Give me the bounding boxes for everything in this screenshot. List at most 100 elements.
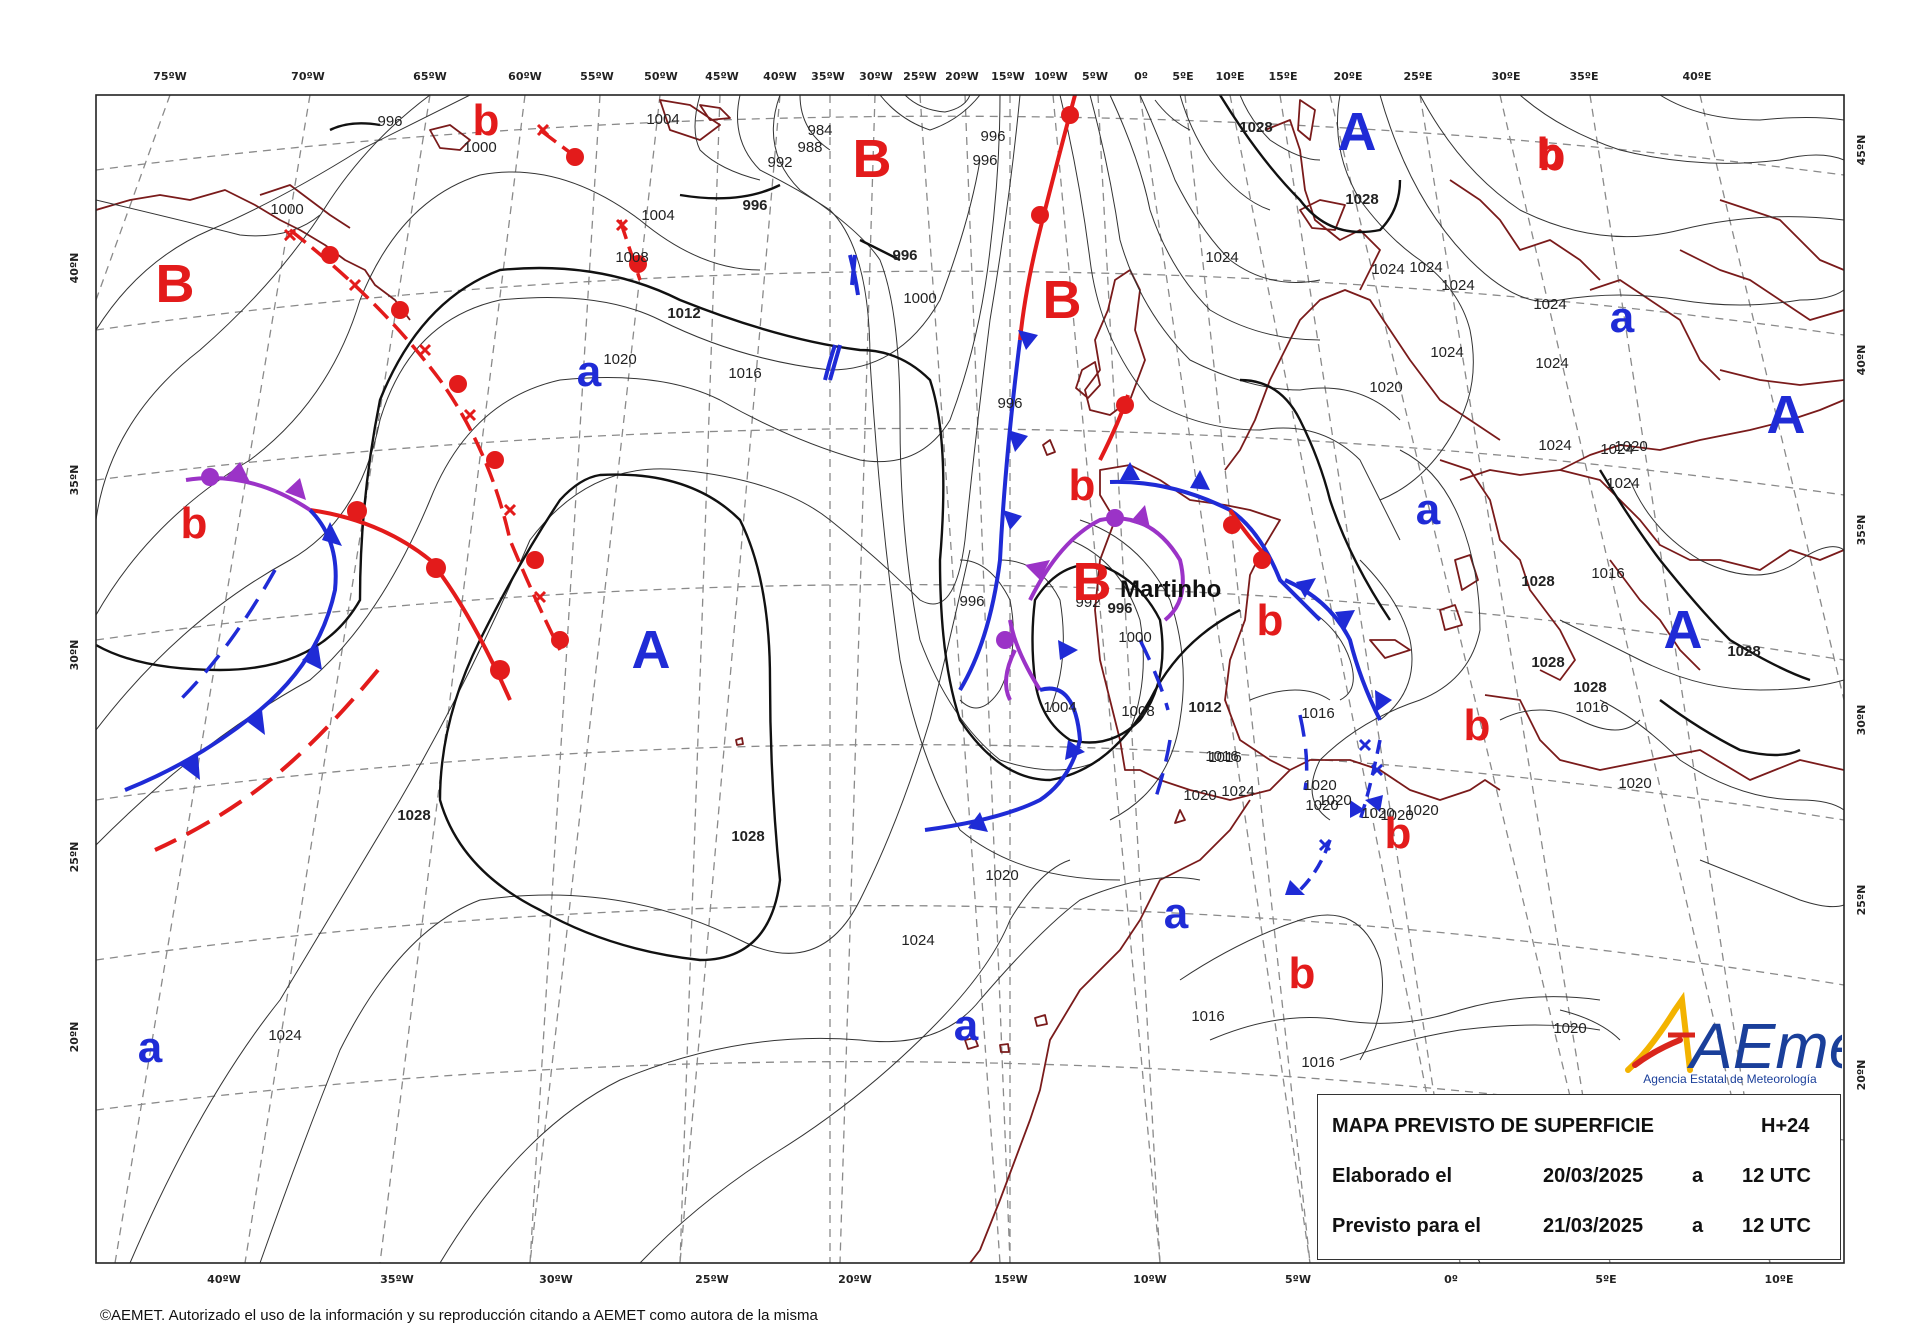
bottom-longitude-tick: 20ºW	[838, 1273, 872, 1286]
low-pressure-center: b	[1385, 809, 1412, 858]
isobar-label: 1024	[1538, 437, 1571, 454]
isobar-label: 996	[377, 113, 402, 130]
isobar-label: 1024	[1606, 475, 1639, 492]
isobar-label: 1016	[1191, 1008, 1224, 1025]
low-pressure-center: b	[1539, 131, 1566, 180]
valid-label: Previsto para el	[1332, 1215, 1481, 1237]
top-longitude-tick: 25ºE	[1403, 70, 1432, 83]
left-latitude-tick: 30ºN	[68, 640, 81, 671]
bold-isobars	[96, 95, 1811, 962]
low-pressure-center: B	[1043, 270, 1082, 330]
bottom-longitude-tick: 5ºE	[1595, 1273, 1616, 1286]
isobar-label: 1004	[646, 111, 679, 128]
isobars	[96, 95, 1844, 1263]
high-pressure-center: a	[1164, 889, 1189, 938]
isobar-label: 1024	[1535, 355, 1568, 372]
isobar-label: 1028	[1573, 679, 1606, 696]
valid-date: 21/03/2025	[1543, 1215, 1644, 1237]
top-longitude-tick: 30ºW	[859, 70, 893, 83]
isobar-label: 1020	[1614, 438, 1647, 455]
right-latitude-tick: 30ºN	[1855, 705, 1868, 736]
isobar-label: 1020	[1553, 1020, 1586, 1037]
isobar-label: 1024	[1430, 344, 1463, 361]
bottom-longitude-ticks: 40ºW 35ºW 30ºW 25ºW 20ºW 15ºW 10ºW 5ºW 0º 5ºE 10ºE	[207, 1273, 1793, 1286]
top-longitude-tick: 50ºW	[644, 70, 678, 83]
isobar-label: 992	[1075, 594, 1100, 611]
isobar-label: 1024	[268, 1027, 301, 1044]
top-longitude-tick: 15ºE	[1268, 70, 1297, 83]
copyright-notice: ©AEMET. Autorizado el uso de la informac…	[100, 1307, 818, 1324]
low-pressure-center: b	[1537, 129, 1564, 178]
low-pressure-center: B	[156, 254, 195, 314]
isobar-label: 1020	[1380, 807, 1413, 824]
bottom-longitude-tick: 0º	[1444, 1273, 1458, 1286]
isobar-label: 988	[797, 139, 822, 156]
top-longitude-tick: 60ºW	[508, 70, 542, 83]
made-label: Elaborado el	[1332, 1165, 1453, 1187]
logo-word: AEmet	[1686, 1010, 1842, 1082]
isobar-label: 1028	[1521, 573, 1554, 590]
isobar-label: 1024	[1600, 441, 1633, 458]
isobar-label: 1020	[1305, 797, 1338, 814]
high-pressure-center: a	[954, 1001, 979, 1050]
high-pressure-center: a	[138, 1023, 163, 1072]
isobar-label: 1012	[667, 305, 700, 322]
isobar-label: 996	[972, 152, 997, 169]
isobar-label: 1028	[1727, 643, 1760, 660]
graticule	[96, 95, 1844, 1263]
high-pressure-center: a	[1416, 485, 1441, 534]
isobar-label: 1020	[1405, 802, 1438, 819]
logo-subtitle: Agencia Estatal de Meteorología	[1643, 1072, 1817, 1086]
top-longitude-tick: 10ºE	[1215, 70, 1244, 83]
low-pressure-center: B	[1073, 552, 1112, 612]
bottom-longitude-tick: 30ºW	[539, 1273, 573, 1286]
isobar-label: 1020	[1361, 805, 1394, 822]
low-pressure-center: b	[1069, 461, 1096, 510]
top-longitude-ticks: 75ºW 70ºW 65ºW 60ºW 55ºW 50ºW 45ºW 40ºW 35ºW 30ºW…	[153, 70, 1711, 83]
isobar-label: 1024	[901, 932, 934, 949]
top-longitude-tick: 15ºW	[991, 70, 1025, 83]
lead-time: H+24	[1761, 1115, 1810, 1137]
low-pressure-center: b	[1257, 596, 1284, 645]
storm-name-label: Martinho	[1120, 576, 1221, 603]
right-latitude-tick: 45ºN	[1855, 135, 1868, 166]
top-longitude-tick: 70ºW	[291, 70, 325, 83]
right-latitude-tick: 20ºN	[1855, 1060, 1868, 1091]
high-pressure-center: A	[1664, 600, 1703, 660]
top-longitude-tick: 40ºW	[763, 70, 797, 83]
isobar-label: 996	[980, 128, 1005, 145]
made-at: a	[1692, 1165, 1704, 1187]
right-latitude-tick: 40ºN	[1855, 345, 1868, 376]
top-longitude-tick: 35ºE	[1569, 70, 1598, 83]
low-pressure-center: b	[181, 499, 208, 548]
isobar-label: 1024	[1221, 783, 1254, 800]
top-longitude-tick: 0º	[1134, 70, 1148, 83]
isobar-label: 1016	[728, 365, 761, 382]
isobar-label: 1028	[1345, 191, 1378, 208]
isobar-label: 1024	[1533, 296, 1566, 313]
bottom-longitude-tick: 35ºW	[380, 1273, 414, 1286]
left-latitude-ticks: 40ºN 35ºN 30ºN 25ºN 20ºN	[68, 253, 81, 1053]
top-longitude-tick: 10ºW	[1034, 70, 1068, 83]
isobar-label: 1016	[1301, 705, 1334, 722]
bottom-longitude-tick: 10ºE	[1764, 1273, 1793, 1286]
left-latitude-tick: 20ºN	[68, 1022, 81, 1053]
left-latitude-tick: 25ºN	[68, 842, 81, 873]
isobar-label: 1024	[1409, 259, 1442, 276]
isobar-label: 1016	[1575, 699, 1608, 716]
isobar-label: 1016	[1591, 565, 1624, 582]
low-pressure-center: b	[1289, 949, 1316, 998]
isobar-label: 1000	[270, 201, 303, 218]
bottom-longitude-tick: 40ºW	[207, 1273, 241, 1286]
top-longitude-tick: 5ºW	[1082, 70, 1108, 83]
isobar-label: 1004	[641, 207, 674, 224]
isobar-label: 1016	[1208, 749, 1241, 766]
isobar-label: 996	[742, 197, 767, 214]
isobar-label: 1028	[1239, 119, 1272, 136]
top-longitude-tick: 55ºW	[580, 70, 614, 83]
fronts	[124, 95, 1392, 895]
bottom-longitude-tick: 5ºW	[1285, 1273, 1311, 1286]
top-longitude-tick: 65ºW	[413, 70, 447, 83]
valid-time: 12 UTC	[1742, 1215, 1811, 1237]
